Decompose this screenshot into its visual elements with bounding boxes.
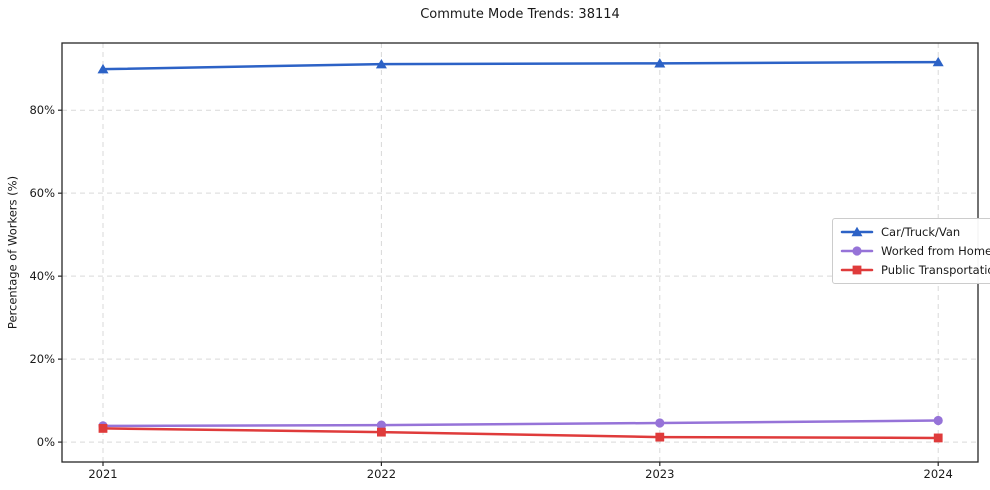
series-line-car-truck-van: [101, 60, 940, 71]
legend-marker-sample: [851, 226, 863, 237]
marker-public-transportation-2022: [377, 427, 386, 437]
legend-circle-swatch-icon: [840, 246, 874, 256]
x-tick-label: 2024: [924, 467, 953, 481]
legend-label: Car/Truck/Van: [881, 225, 961, 239]
series-car-truck-van: [97, 56, 944, 74]
marker-car-truck-van-2022: [375, 58, 387, 69]
y-tick-label: 60%: [29, 186, 55, 200]
marker-worked-from-home-2023: [655, 418, 665, 428]
marker-public-transportation-2021: [98, 423, 108, 433]
marker-public-transportation-2023: [655, 432, 665, 442]
marker-worked-from-home-2022: [376, 420, 386, 430]
marker-car-truck-van-2024: [932, 56, 944, 67]
y-tick-label: 0%: [37, 435, 55, 449]
legend-square-swatch-icon: [840, 265, 874, 275]
legend-marker-sample: [852, 265, 862, 275]
x-tick-label: 2023: [645, 467, 674, 481]
marker-worked-from-home-2024: [933, 415, 943, 426]
legend-item-car-truck-van: Car/Truck/Van: [840, 223, 990, 241]
legend-marker-sample: [852, 246, 862, 256]
series-public-transportation: [98, 423, 943, 443]
x-tick-label: 2021: [88, 467, 117, 481]
y-tick-label: 40%: [29, 269, 55, 283]
series-worked-from-home: [98, 415, 943, 431]
legend-label: Worked from Home: [881, 244, 990, 258]
marker-car-truck-van-2021: [97, 63, 109, 74]
y-tick-label: 20%: [29, 352, 55, 366]
chart-title: Commute Mode Trends: 38114: [420, 7, 620, 22]
legend-item-worked-from-home: Worked from Home: [840, 242, 990, 260]
series-line-public-transportation: [101, 427, 940, 440]
legend-triangle-swatch-icon: [840, 226, 874, 237]
legend-item-public-transportation: Public Transportation: [840, 261, 990, 279]
legend: Car/Truck/Van Worked from Home Public Tran…: [832, 218, 990, 284]
legend-label: Public Transportation: [881, 263, 990, 277]
series-line-worked-from-home: [101, 419, 940, 428]
marker-public-transportation-2024: [933, 433, 943, 443]
marker-car-truck-van-2023: [654, 58, 666, 68]
y-tick-label: 80%: [29, 103, 55, 117]
x-tick-label: 2022: [367, 467, 396, 481]
